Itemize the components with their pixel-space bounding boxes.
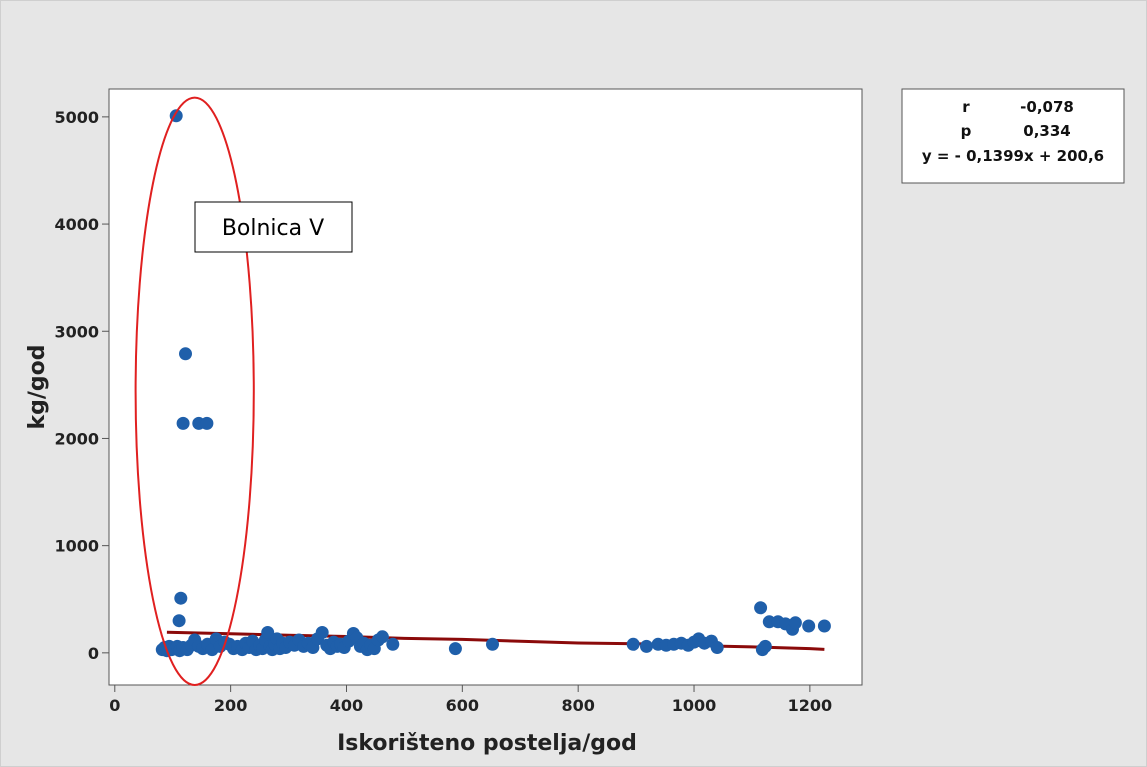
x-axis-title: Iskorišteno postelja/god (337, 731, 637, 756)
data-point (802, 619, 816, 633)
x-axis: 0 200 400 600 800 1000 1200 (109, 685, 832, 715)
data-point (375, 630, 389, 644)
x-tick-label: 0 (109, 696, 120, 715)
x-tick-label: 200 (214, 696, 247, 715)
stat-p-value: 0,334 (1023, 122, 1070, 140)
points-layer (155, 109, 831, 658)
plot-area (108, 88, 863, 686)
data-point (315, 626, 329, 639)
data-point (200, 416, 214, 430)
stat-r-value: -0,078 (1020, 98, 1074, 116)
x-tick-label: 800 (561, 696, 594, 715)
annotation-label: Bolnica V (222, 216, 324, 241)
data-point (754, 601, 768, 615)
y-tick-label: 1000 (54, 537, 99, 556)
stat-p-label: p (961, 122, 972, 140)
x-tick-label: 400 (330, 696, 363, 715)
x-tick-label: 1200 (788, 696, 833, 715)
y-tick-label: 2000 (54, 429, 99, 448)
stats-box (901, 88, 1125, 184)
stat-equation: y = - 0,1399x + 200,6 (922, 147, 1104, 165)
data-point (174, 591, 188, 605)
annotation-box (194, 201, 353, 253)
data-point (817, 619, 831, 633)
y-tick-label: 3000 (54, 322, 99, 341)
y-tick-label: 4000 (54, 215, 99, 234)
data-point (176, 416, 190, 430)
data-point (758, 639, 772, 653)
data-point (626, 637, 640, 651)
annotation-layer (134, 96, 255, 686)
y-tick-label: 5000 (54, 108, 99, 127)
x-tick-label: 600 (446, 696, 479, 715)
stat-r-label: r (962, 98, 970, 116)
data-point (710, 641, 724, 654)
y-axis: 0 1000 2000 3000 4000 5000 (54, 108, 109, 663)
y-axis-title: kg/god (25, 344, 50, 429)
highlight-ellipse (134, 96, 255, 686)
y-tick-label: 0 (88, 644, 99, 663)
data-point (179, 347, 192, 361)
data-point (788, 616, 802, 630)
data-point (486, 637, 499, 651)
data-point (261, 626, 275, 639)
x-tick-label: 1000 (672, 696, 717, 715)
data-point (448, 642, 462, 656)
data-point (172, 614, 186, 628)
data-point (640, 639, 653, 653)
data-point (386, 637, 400, 651)
